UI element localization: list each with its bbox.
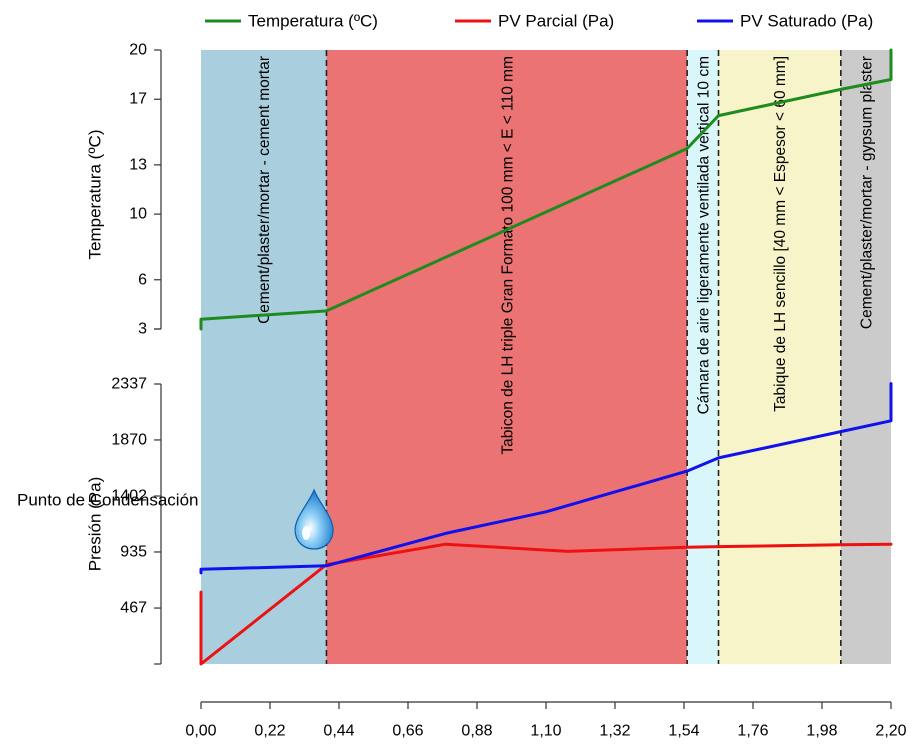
series-line-pv-parcial-pa [199, 542, 893, 666]
pressure-y-tick-label: 1870 [111, 431, 147, 448]
layer-label-1: Cement/plaster/mortar - cement mortar [256, 56, 273, 324]
x-tick-label: 0,44 [323, 723, 354, 740]
temperature-y-tick-label: 3 [138, 321, 147, 338]
x-tick-label: 1,54 [668, 723, 699, 740]
legend-label-pv-saturado-pa: PV Saturado (Pa) [740, 12, 873, 31]
layer-label-2: Tabicon de LH triple Gran Formato 100 mm… [499, 56, 516, 455]
pressure-y-tick-label: 935 [120, 543, 147, 560]
x-tick-label: 1,98 [806, 723, 837, 740]
layer-label-4: Tabique de LH sencillo [40 mm < Espesor … [772, 56, 789, 412]
x-tick-label: 0,88 [461, 723, 492, 740]
layer-bands [201, 50, 891, 664]
condensation-marker: Punto de Condensación [17, 488, 334, 550]
layer-band-1 [201, 50, 327, 664]
legend: Temperatura (ºC) PV Parcial (Pa) PV Satura… [205, 12, 873, 31]
x-tick-label: 0,22 [254, 723, 285, 740]
temperature-y-tick-label: 6 [138, 271, 147, 288]
pressure-y-tick-label: 2337 [111, 376, 147, 393]
series-line-temperatura-c [199, 48, 893, 331]
x-tick-label: 0,00 [185, 723, 216, 740]
temperature-y-tick-label: 13 [129, 156, 147, 173]
temperature-y-tick-label: 20 [129, 42, 147, 59]
series-line-pv-saturado-pa [199, 382, 893, 575]
legend-label-pv-parcial-pa: PV Parcial (Pa) [498, 12, 614, 31]
legend-label-temperatura-c: Temperatura (ºC) [248, 12, 378, 31]
layer-band-2 [326, 50, 688, 664]
x-tick-label: 1,10 [530, 723, 561, 740]
temperature-y-tick-label: 17 [129, 91, 147, 108]
layer-band-3 [687, 50, 719, 664]
layer-band-5 [840, 50, 891, 664]
pressure-y-tick-label: 467 [120, 600, 147, 617]
temperature-y-axis-title: Temperatura (ºC) [86, 130, 105, 260]
axes: 20 17 13 10 6 3 2337 1870 1402 935 467 Temperatura … [86, 42, 907, 740]
x-tick-label: 0,66 [392, 723, 423, 740]
x-tick-label: 1,76 [737, 723, 768, 740]
series-lines [199, 48, 893, 666]
condensation-label: Punto de Condensación [17, 491, 198, 510]
pressure-y-axis-title: Presión (Pa) [86, 477, 105, 571]
x-tick-label: 1,32 [599, 723, 630, 740]
layer-band-4 [718, 50, 841, 664]
pressure-y-tick-label: 1402 [111, 488, 147, 505]
layer-labels: Cement/plaster/mortar - cement mortar Tab… [256, 56, 875, 455]
temperature-y-tick-label: 10 [129, 206, 147, 223]
x-tick-label: 2,20 [875, 723, 906, 740]
water-drop-highlight [302, 526, 311, 540]
layer-label-5: Cement/plaster/mortar - gypsum plaster [858, 56, 875, 329]
layer-dividers [325, 50, 842, 664]
layer-label-3: Cámara de aire ligeramente ventilada ver… [695, 56, 712, 414]
